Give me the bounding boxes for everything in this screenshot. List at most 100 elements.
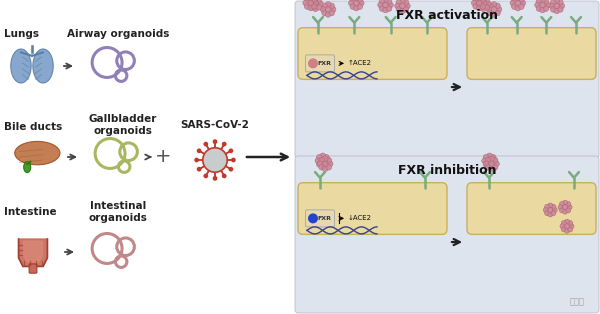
Circle shape [473, 4, 479, 9]
Circle shape [545, 211, 550, 216]
Circle shape [317, 161, 322, 167]
Text: ↓ACE2: ↓ACE2 [348, 215, 372, 221]
Text: SARS-CoV-2: SARS-CoV-2 [181, 120, 250, 130]
Circle shape [378, 2, 383, 8]
Circle shape [309, 0, 315, 3]
Circle shape [481, 6, 486, 12]
Circle shape [488, 3, 493, 9]
Circle shape [386, 0, 392, 4]
Circle shape [487, 163, 493, 169]
Circle shape [212, 139, 217, 144]
Text: FXR inhibition: FXR inhibition [398, 164, 496, 177]
Circle shape [488, 10, 493, 16]
Circle shape [322, 10, 328, 16]
Circle shape [540, 0, 545, 3]
Circle shape [481, 0, 486, 2]
Circle shape [400, 0, 405, 4]
Circle shape [515, 0, 521, 6]
Circle shape [197, 149, 202, 153]
Circle shape [483, 161, 489, 167]
Circle shape [322, 166, 328, 171]
Text: FXR: FXR [317, 216, 331, 221]
FancyBboxPatch shape [295, 156, 599, 313]
Circle shape [325, 158, 331, 164]
FancyBboxPatch shape [305, 210, 335, 227]
Text: Airway organoids: Airway organoids [67, 29, 169, 39]
FancyBboxPatch shape [295, 1, 599, 158]
Circle shape [326, 165, 332, 170]
Circle shape [548, 203, 553, 208]
Circle shape [329, 3, 334, 9]
Circle shape [320, 153, 326, 159]
Circle shape [325, 2, 331, 7]
Circle shape [489, 166, 494, 171]
Circle shape [520, 0, 526, 6]
Circle shape [353, 0, 359, 6]
Ellipse shape [33, 49, 53, 83]
Circle shape [489, 156, 494, 162]
Circle shape [565, 219, 569, 224]
Circle shape [545, 204, 550, 209]
Circle shape [308, 5, 313, 11]
Circle shape [494, 161, 499, 166]
Circle shape [316, 4, 322, 10]
Circle shape [558, 205, 563, 210]
Circle shape [323, 154, 329, 160]
Circle shape [476, 5, 482, 11]
Circle shape [396, 0, 401, 5]
Circle shape [565, 224, 569, 229]
Circle shape [308, 1, 313, 7]
Circle shape [329, 10, 334, 16]
Circle shape [568, 220, 572, 225]
Circle shape [395, 3, 400, 9]
Circle shape [492, 158, 497, 164]
Circle shape [229, 167, 233, 171]
Circle shape [481, 1, 486, 7]
Circle shape [317, 1, 323, 7]
Circle shape [480, 4, 485, 9]
Ellipse shape [11, 49, 31, 83]
Circle shape [400, 8, 405, 14]
Circle shape [563, 200, 568, 205]
Circle shape [510, 0, 515, 6]
Circle shape [549, 3, 554, 9]
Circle shape [540, 2, 545, 8]
Circle shape [308, 0, 313, 6]
Circle shape [543, 6, 549, 11]
Circle shape [353, 0, 359, 1]
Circle shape [561, 220, 566, 225]
Circle shape [383, 0, 388, 3]
Circle shape [350, 4, 356, 9]
Text: +: + [155, 148, 171, 166]
Circle shape [403, 0, 409, 5]
Circle shape [565, 228, 569, 233]
Circle shape [554, 0, 560, 4]
Circle shape [308, 58, 318, 68]
Circle shape [491, 12, 497, 17]
Circle shape [476, 1, 481, 7]
Circle shape [320, 158, 326, 164]
Circle shape [203, 148, 227, 172]
Circle shape [229, 149, 233, 153]
Circle shape [560, 224, 565, 229]
Circle shape [491, 2, 497, 7]
Circle shape [212, 176, 217, 181]
Text: Bile ducts: Bile ducts [4, 122, 62, 132]
Circle shape [489, 161, 494, 166]
FancyBboxPatch shape [298, 28, 447, 79]
Circle shape [482, 158, 487, 164]
Ellipse shape [23, 162, 31, 173]
Circle shape [518, 4, 524, 9]
Circle shape [320, 163, 326, 169]
Circle shape [203, 142, 208, 146]
Circle shape [548, 212, 553, 217]
Circle shape [566, 202, 571, 207]
Circle shape [536, 0, 542, 4]
Circle shape [350, 0, 356, 2]
Circle shape [492, 157, 498, 163]
Circle shape [563, 209, 568, 214]
Circle shape [481, 0, 487, 6]
Circle shape [536, 6, 542, 11]
Circle shape [543, 0, 549, 4]
Circle shape [477, 0, 482, 3]
